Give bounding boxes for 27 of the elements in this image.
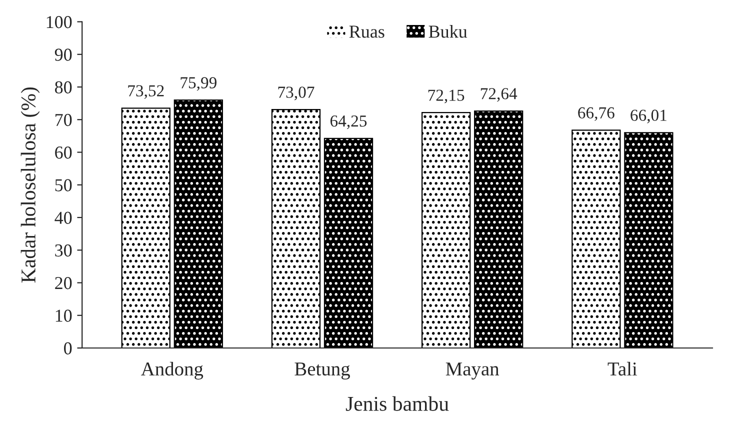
y-tick-label: 20 <box>55 277 72 290</box>
y-tick-label: 90 <box>54 48 72 61</box>
x-tick-label: Mayan <box>446 362 500 380</box>
data-label: 73,07 <box>278 86 314 100</box>
data-label: 66,76 <box>578 107 614 121</box>
x-tick-label: Tali <box>608 362 638 376</box>
data-label: 73,52 <box>128 85 164 99</box>
y-axis-title: Kadar holoselulosa (%) <box>20 87 40 283</box>
legend-label: Buku <box>428 25 468 38</box>
y-tick-label: 50 <box>55 179 72 192</box>
legend-label: Ruas <box>349 26 384 38</box>
x-tick-label: Betung <box>294 362 350 380</box>
x-tick-label: Andong <box>141 362 204 380</box>
y-tick-label: 40 <box>54 212 72 224</box>
data-label: 72,64 <box>480 88 518 102</box>
y-tick-label: 80 <box>55 81 72 94</box>
data-label: 64,25 <box>330 115 367 130</box>
y-tick-label: 0 <box>64 342 72 354</box>
y-tick-label: 100 <box>46 16 72 28</box>
y-tick-label: 10 <box>56 310 72 322</box>
data-label: 75,99 <box>180 77 216 91</box>
y-tick-label: 70 <box>56 114 72 126</box>
y-tick-label: 60 <box>55 146 72 159</box>
data-label: 66,01 <box>630 110 666 124</box>
data-label: 72,15 <box>428 90 464 104</box>
y-tick-label: 30 <box>55 244 72 257</box>
x-axis-title: Jenis bambu <box>346 396 449 411</box>
